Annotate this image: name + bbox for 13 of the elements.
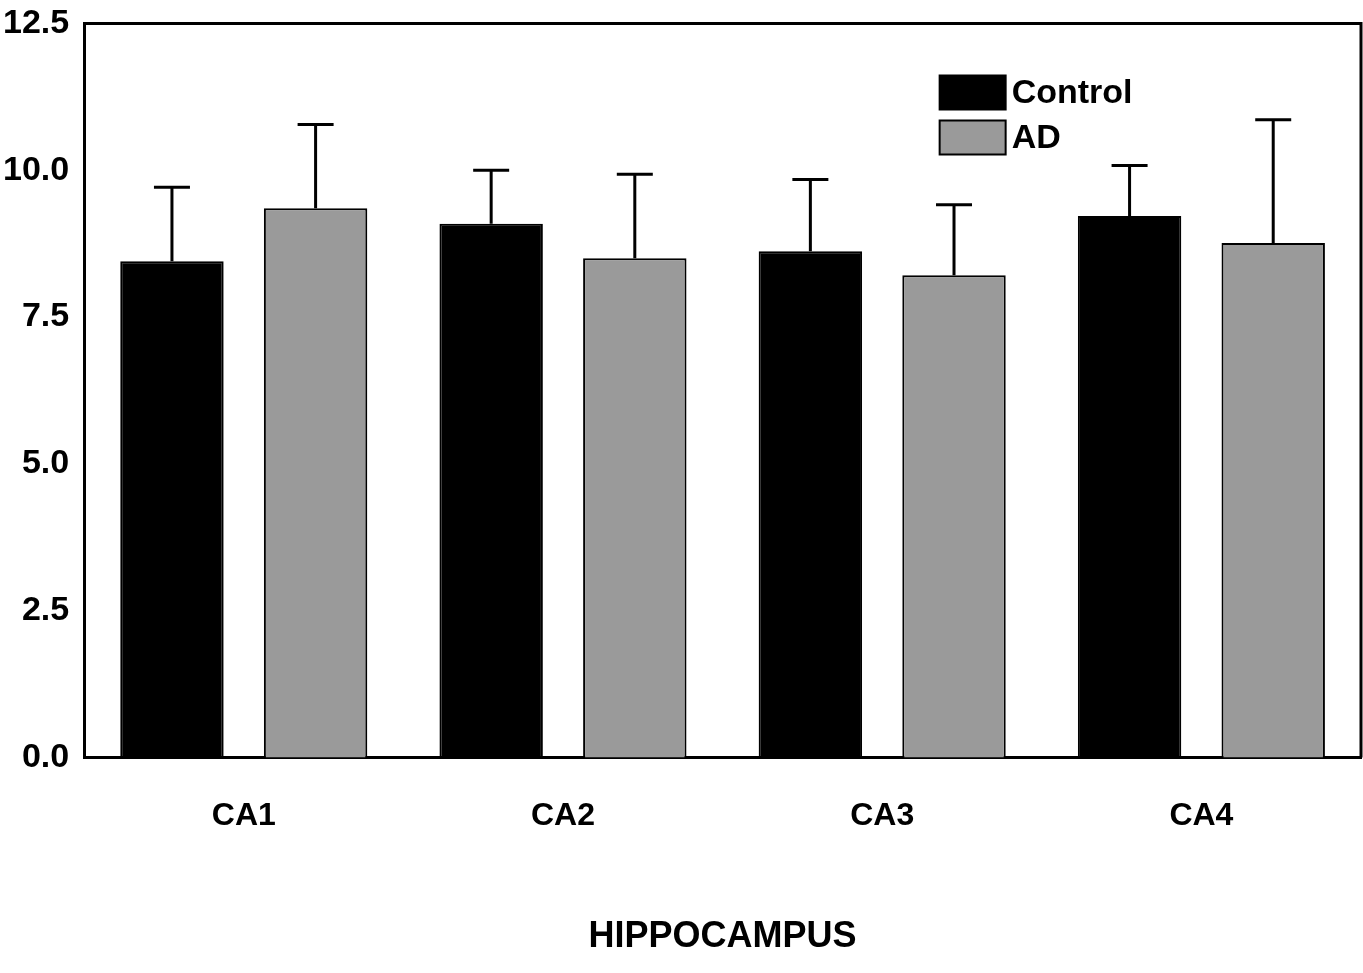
y-tick-label: 0.0 [21,735,70,774]
x-axis-title: HIPPOCAMPUS [588,914,857,956]
legend-label: Control [1011,71,1133,110]
x-tick-label: CA4 [1169,796,1234,833]
y-tick-label: 2.5 [21,588,70,627]
y-tick-label: 12.5 [2,1,70,40]
y-tick-label: 10.0 [2,148,70,187]
x-tick-label: CA2 [530,796,595,833]
x-tick-label: CA1 [211,796,276,833]
x-tick-label: CA3 [850,796,915,833]
legend-label: AD [1011,116,1061,155]
y-tick-label: 5.0 [21,442,70,481]
y-tick-label: 7.5 [21,295,70,334]
